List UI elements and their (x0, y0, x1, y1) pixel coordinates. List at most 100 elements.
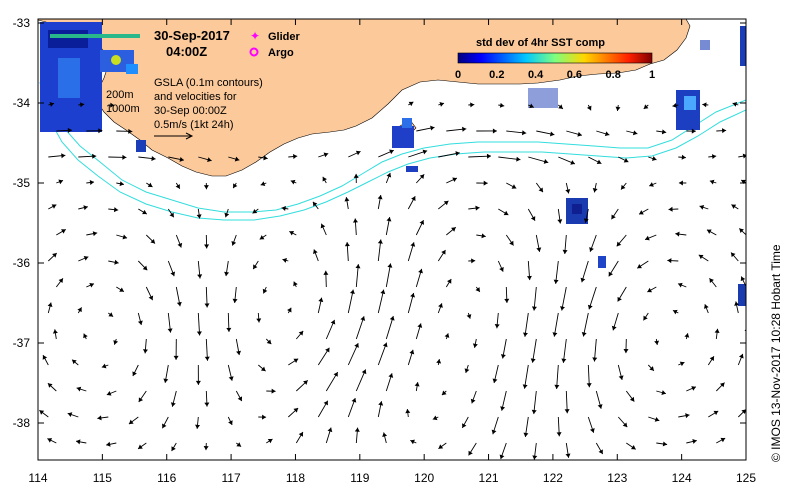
velocity-arrow-head (355, 264, 361, 269)
velocity-arrow-head (447, 279, 452, 284)
velocity-arrow-head (604, 131, 610, 137)
velocity-arrow-head (177, 242, 183, 248)
velocity-arrow-head (438, 444, 444, 449)
colorbar-ticks: 0 0.2 0.4 0.6 0.8 1 (455, 69, 655, 81)
colorbar-tick-label: 0.6 (567, 69, 582, 81)
velocity-arrow (556, 364, 559, 389)
velocity-arrow-head (592, 357, 598, 362)
velocity-arrow-head (598, 449, 603, 455)
velocity-arrow-head (83, 333, 88, 339)
velocity-arrow-head (252, 208, 258, 214)
colorbar-tick-label: 0.2 (489, 69, 504, 81)
y-tick-label: -35 (13, 176, 31, 190)
velocity-arrow-head (577, 131, 582, 137)
velocity-arrow-head (662, 441, 668, 447)
velocity-arrow-head (253, 264, 258, 270)
velocity-arrow-head (344, 242, 350, 247)
velocity-arrow-head (176, 301, 182, 307)
velocity-arrow-head (753, 128, 757, 133)
velocity-arrow-head (204, 303, 210, 308)
velocity-arrow-head (608, 271, 613, 277)
depth-label-1000m: 1000m (106, 103, 140, 115)
velocity-arrow-head (380, 289, 386, 295)
velocity-arrow-head (119, 287, 124, 292)
velocity-arrow-head (197, 274, 203, 279)
velocity-arrow-head (354, 343, 359, 348)
velocity-arrow-head (494, 324, 500, 329)
velocity-arrow-head (719, 382, 725, 388)
velocity-arrow-head (654, 340, 660, 345)
velocity-arrow-head (441, 390, 447, 396)
velocity-arrow-head (389, 149, 394, 155)
x-tick-label: 119 (350, 471, 369, 485)
velocity-arrow-head (526, 275, 532, 281)
velocity-arrow-head (618, 375, 624, 380)
velocity-arrow-head (196, 331, 202, 336)
velocity-arrow-head (654, 417, 660, 422)
velocity-arrow-head (685, 413, 690, 419)
velocity-arrow-head (486, 153, 492, 159)
x-tick-label: 121 (479, 471, 499, 485)
velocity-arrow-head (698, 254, 704, 260)
x-tick-label: 125 (736, 471, 756, 485)
velocity-arrow-head (748, 381, 752, 386)
velocity-arrow-head (378, 401, 384, 406)
velocity-arrow-head (720, 437, 726, 443)
velocity-arrow-head (47, 438, 53, 443)
velocity-arrow-head (672, 102, 677, 108)
velocity-arrow-head (647, 287, 653, 293)
velocity-arrow-head (150, 238, 156, 244)
y-tick-label: -33 (13, 16, 31, 30)
x-tick-label: 114 (28, 471, 47, 485)
velocity-arrow-head (262, 288, 268, 294)
x-tick-label: 122 (543, 471, 563, 485)
glider-marker-icon: ✦ (250, 29, 260, 43)
velocity-arrow-head (386, 172, 392, 178)
velocity-arrow-head (83, 256, 89, 261)
velocity-arrow-head (504, 298, 510, 303)
velocity-arrow-head (441, 249, 446, 255)
velocity-arrow-head (532, 455, 538, 460)
scale-arrow-head (185, 132, 194, 140)
velocity-arrow-head (462, 423, 467, 428)
y-tick-label: -34 (13, 96, 31, 110)
velocity-arrow-head (617, 296, 622, 302)
gsla-line-1: GSLA (0.1m contours) (154, 77, 263, 89)
velocity-arrow-head (702, 102, 707, 108)
velocity-arrow-head (596, 159, 602, 165)
sst-data-patches (40, 22, 746, 306)
velocity-arrow-head (740, 276, 746, 282)
velocity-arrow-head (132, 371, 137, 377)
velocity-arrow-head (516, 156, 521, 162)
velocity-arrow-head (113, 207, 119, 213)
velocity-arrow-head (203, 185, 209, 190)
velocity-arrow-head (236, 350, 242, 356)
velocity-arrow-head (684, 333, 690, 338)
velocity-arrow-head (237, 396, 243, 402)
velocity-arrow-head (630, 445, 636, 450)
velocity-arrow-head (290, 179, 296, 185)
depth-label-200m: 200m (106, 89, 134, 101)
velocity-arrow-head (138, 444, 143, 449)
velocity-arrow-head (67, 127, 72, 133)
x-tick-label: 120 (414, 471, 434, 485)
velocity-arrow-head (738, 353, 744, 359)
isobath-1000m (39, 81, 746, 221)
velocity-arrow-head (691, 128, 696, 134)
velocity-arrow-head (410, 242, 416, 247)
velocity-arrow-head (89, 282, 94, 288)
velocity-arrow-head (451, 227, 456, 232)
velocity-arrow-head (472, 343, 478, 348)
velocity-arrow-head (138, 397, 144, 403)
velocity-arrow-head (233, 183, 238, 189)
velocity-arrow-head (621, 184, 626, 190)
x-tick-label: 124 (672, 471, 692, 485)
velocity-arrow-head (389, 316, 395, 321)
velocity-arrow-head (462, 126, 467, 132)
velocity-arrow-head (312, 201, 318, 207)
y-tick-label: -37 (13, 336, 31, 350)
velocity-arrow-head (228, 420, 233, 425)
velocity-arrow-head (354, 427, 360, 432)
velocity-arrow-head (611, 325, 617, 331)
velocity-arrow-head (536, 247, 542, 252)
